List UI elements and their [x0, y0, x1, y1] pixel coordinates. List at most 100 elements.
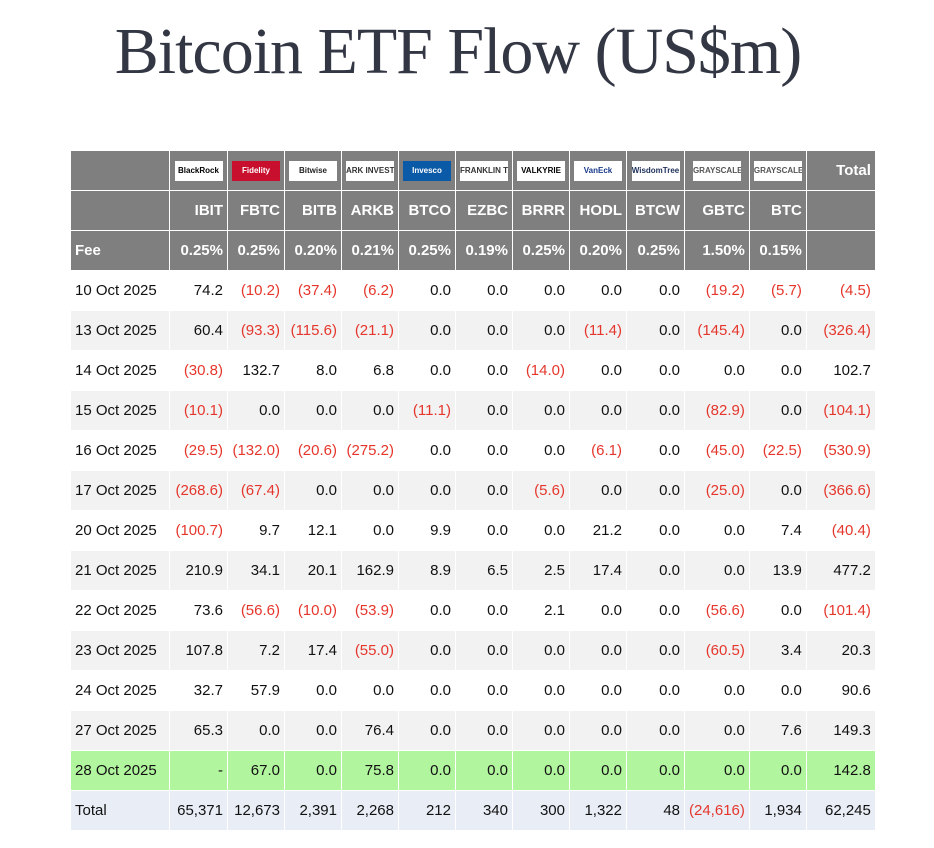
flow-value: 0.0 [569, 470, 627, 511]
flow-value: 0.0 [626, 390, 685, 431]
flow-value: (115.6) [284, 310, 342, 351]
flow-value: 0.0 [748, 390, 807, 431]
table-row: 13 Oct 2025 60.4 (93.3) (115.6) (21.1) 0.0 0.0… [70, 310, 876, 351]
flow-value: 0.0 [626, 710, 685, 751]
flow-value: 0.0 [512, 750, 570, 791]
flow-value: 0.0 [626, 470, 685, 511]
ticker-header: IBIT [169, 190, 228, 231]
flow-value: (40.4) [805, 510, 876, 551]
etf-flow-table-container: BlackRock Fidelity Bitwise ARK INVEST Invesc… [70, 150, 876, 831]
row-date: 17 Oct 2025 [70, 470, 170, 511]
etf-flow-table: BlackRock Fidelity Bitwise ARK INVEST Invesc… [70, 150, 876, 831]
flow-value: 0.0 [626, 550, 685, 591]
fee-value: 0.21% [341, 230, 399, 271]
table-row: 16 Oct 2025 (29.5) (132.0) (20.6) (275.2) 0.0… [70, 430, 876, 471]
flow-value: 210.9 [169, 550, 228, 591]
flow-value: 0.0 [398, 470, 456, 511]
logo-cell: FRANKLIN TEMPLETON [455, 150, 513, 191]
flow-value: 0.0 [512, 630, 570, 671]
fee-value: 0.15% [748, 230, 807, 271]
flow-value: 0.0 [284, 390, 342, 431]
flow-value: (366.6) [805, 470, 876, 511]
logo-cell: WisdomTree [626, 150, 685, 191]
flow-value: 8.0 [284, 350, 342, 391]
flow-value: 0.0 [455, 510, 513, 551]
issuer-logo: FRANKLIN TEMPLETON [460, 160, 508, 181]
flow-value: 0.0 [512, 390, 570, 431]
flow-value: (37.4) [284, 270, 342, 311]
flow-value: 0.0 [398, 590, 456, 631]
flow-value: 0.0 [398, 430, 456, 471]
flow-value: 0.0 [684, 710, 750, 751]
logo-cell: VALKYRIE [512, 150, 570, 191]
flow-value: 34.1 [227, 550, 285, 591]
flow-value: 74.2 [169, 270, 228, 311]
flow-value: 32.7 [169, 670, 228, 711]
flow-value: 0.0 [569, 670, 627, 711]
flow-value: 90.6 [805, 670, 876, 711]
flow-value: 73.6 [169, 590, 228, 631]
row-date: 28 Oct 2025 [70, 750, 170, 791]
flow-value: 0.0 [626, 430, 685, 471]
flow-value: (21.1) [341, 310, 399, 351]
flow-value: 477.2 [805, 550, 876, 591]
flow-value: (326.4) [805, 310, 876, 351]
flow-value: (11.4) [569, 310, 627, 351]
flow-value: (10.1) [169, 390, 228, 431]
flow-value: (104.1) [805, 390, 876, 431]
flow-value: 0.0 [626, 590, 685, 631]
flow-value: 8.9 [398, 550, 456, 591]
flow-value: 6.8 [341, 350, 399, 391]
header-empty-cell [70, 150, 170, 191]
total-value: 340 [455, 790, 513, 831]
logo-cell: BlackRock [169, 150, 228, 191]
flow-value: (100.7) [169, 510, 228, 551]
flow-value: 17.4 [569, 550, 627, 591]
flow-value: 0.0 [455, 270, 513, 311]
fee-value: 0.25% [169, 230, 228, 271]
flow-value: 0.0 [748, 590, 807, 631]
total-value: 1,934 [748, 790, 807, 831]
ticker-header: BTC [748, 190, 807, 231]
flow-value: 7.2 [227, 630, 285, 671]
flow-value: 0.0 [227, 390, 285, 431]
flow-value: 0.0 [227, 710, 285, 751]
flow-value: 0.0 [748, 670, 807, 711]
flow-value: 0.0 [284, 470, 342, 511]
flow-value: 6.5 [455, 550, 513, 591]
flow-value: (60.5) [684, 630, 750, 671]
flow-value: 2.5 [512, 550, 570, 591]
flow-value: 0.0 [626, 750, 685, 791]
flow-value: 7.6 [748, 710, 807, 751]
flow-value: (19.2) [684, 270, 750, 311]
row-date: 13 Oct 2025 [70, 310, 170, 351]
flow-value: (14.0) [512, 350, 570, 391]
row-date: 15 Oct 2025 [70, 390, 170, 431]
flow-value: (29.5) [169, 430, 228, 471]
flow-value: 0.0 [626, 630, 685, 671]
ticker-header: ARKB [341, 190, 399, 231]
flow-value: 0.0 [455, 710, 513, 751]
flow-value: (101.4) [805, 590, 876, 631]
flow-value: (6.2) [341, 270, 399, 311]
flow-value: 0.0 [569, 590, 627, 631]
flow-value: 0.0 [626, 350, 685, 391]
table-row: 17 Oct 2025 (268.6) (67.4) 0.0 0.0 0.0 0.0 (5.6… [70, 470, 876, 511]
ticker-header: GBTC [684, 190, 750, 231]
fee-value: 0.19% [455, 230, 513, 271]
header-empty-cell [805, 190, 876, 231]
flow-value: 162.9 [341, 550, 399, 591]
flow-value: 0.0 [684, 550, 750, 591]
flow-value: 0.0 [398, 710, 456, 751]
flow-value: (56.6) [227, 590, 285, 631]
flow-value: 0.0 [455, 390, 513, 431]
issuer-logo: Fidelity [232, 160, 280, 181]
flow-value: 65.3 [169, 710, 228, 751]
flow-value: 7.4 [748, 510, 807, 551]
table-row: 28 Oct 2025-67.0 0.0 75.8 0.0 0.0 0.0 0.0 0.0 0.… [70, 750, 876, 791]
fee-row: Fee 0.25% 0.25% 0.20% 0.21% 0.25% 0.19% 0.25% 0.… [70, 230, 876, 271]
ticker-header: FBTC [227, 190, 285, 231]
flow-value: 57.9 [227, 670, 285, 711]
flow-value: (4.5) [805, 270, 876, 311]
fee-value: 1.50% [684, 230, 750, 271]
